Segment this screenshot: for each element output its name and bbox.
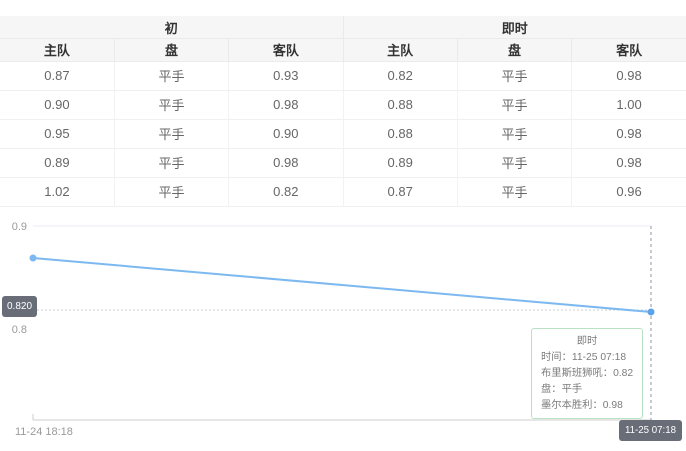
svg-text:0.8: 0.8 [12,324,27,336]
svg-text:11-24 18:18: 11-24 18:18 [15,426,73,438]
svg-text:0.9: 0.9 [12,221,27,233]
